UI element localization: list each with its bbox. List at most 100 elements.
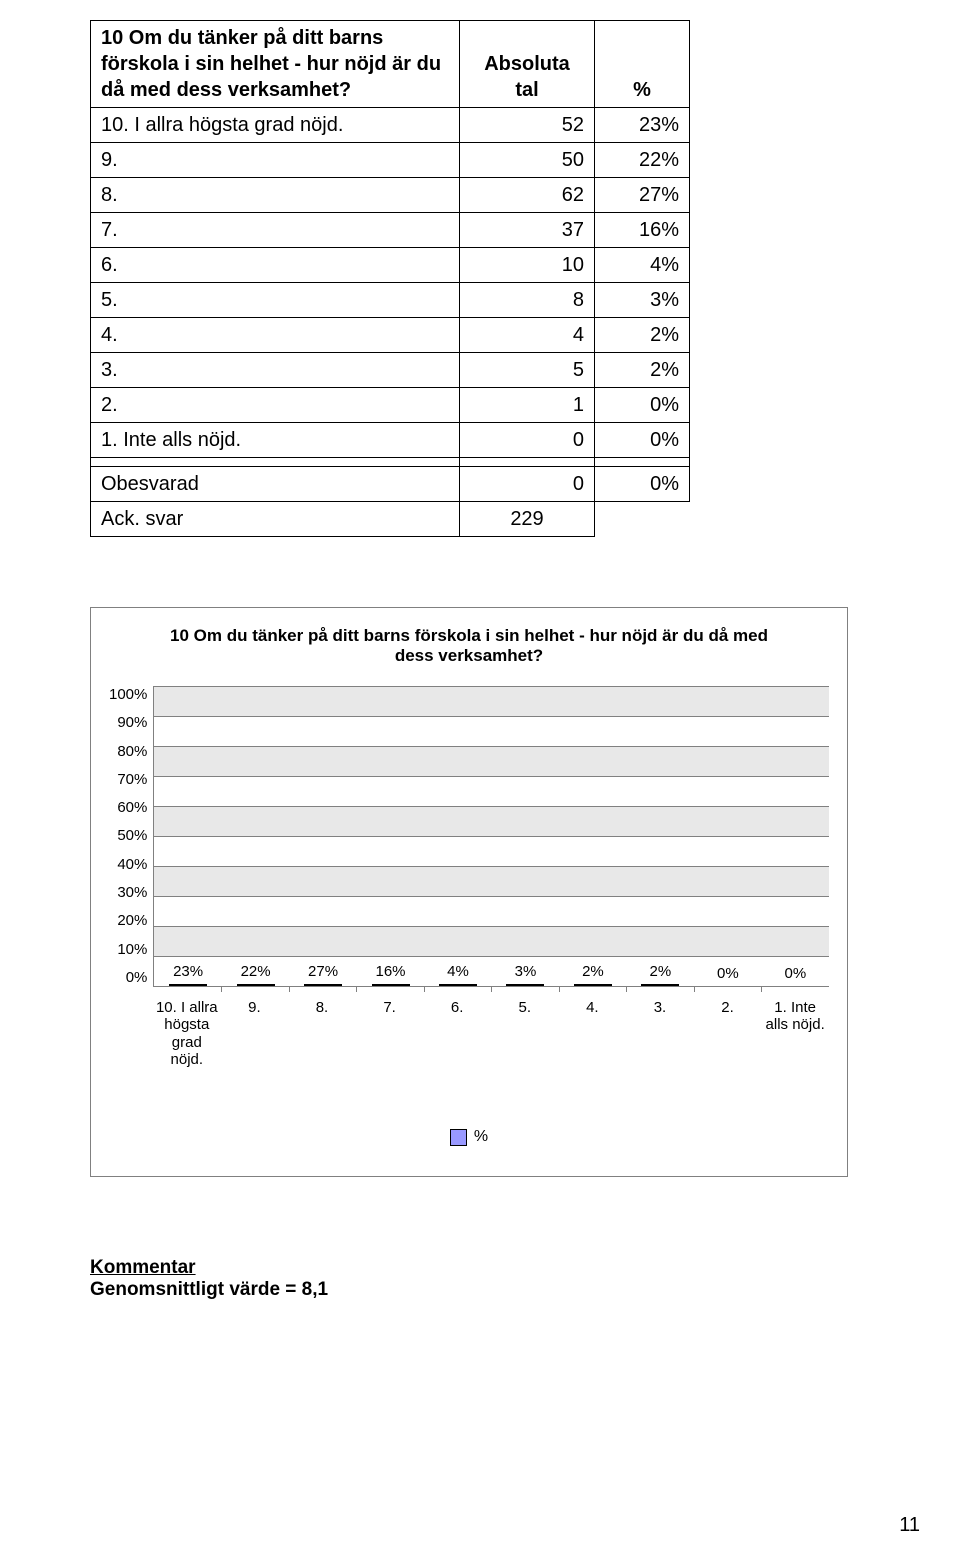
bar-slot: 4% (424, 963, 491, 986)
y-tick-label: 0% (126, 969, 148, 986)
table-row: 8.6227% (91, 178, 690, 213)
x-axis-label: 3. (626, 999, 694, 1068)
table-row: 1. Inte alls nöjd.00% (91, 423, 690, 458)
bar-slot: 0% (762, 965, 829, 986)
plot-area: 23% 22% 27% 16% 4% 3% 2% 2% 0% 0% (153, 686, 829, 987)
table-row: 5.83% (91, 283, 690, 318)
y-tick-label: 30% (117, 884, 147, 901)
table-row: 10. I allra högsta grad nöjd.5223% (91, 108, 690, 143)
bar-value-label: 4% (447, 963, 469, 980)
bar-slot: 23% (154, 963, 221, 986)
row-pct: 0% (595, 388, 690, 423)
bar-slot: 16% (357, 963, 424, 986)
bar-value-label: 27% (308, 963, 338, 980)
bar-slot: 2% (559, 963, 626, 986)
x-axis-label: 4. (559, 999, 627, 1068)
y-tick-label: 80% (117, 743, 147, 760)
row-abs: 10 (460, 248, 595, 283)
chart-plot: 100%90%80%70%60%50%40%30%20%10%0% 23%22%… (109, 686, 829, 987)
row-label: 1. Inte alls nöjd. (91, 423, 460, 458)
y-tick-label: 90% (117, 714, 147, 731)
x-axis-label: 10. I allra högsta grad nöjd. (153, 999, 221, 1068)
ack-label: Ack. svar (91, 502, 460, 537)
row-label: 2. (91, 388, 460, 423)
row-abs: 62 (460, 178, 595, 213)
col-header-pct: % (595, 21, 690, 108)
row-label: 5. (91, 283, 460, 318)
x-axis-labels: 10. I allra högsta grad nöjd.9.8.7.6.5.4… (153, 999, 829, 1068)
table-row: 6.104% (91, 248, 690, 283)
y-tick-label: 100% (109, 686, 147, 703)
x-tick-layer (154, 986, 829, 992)
x-tick (492, 986, 560, 992)
bar-layer: 23% 22% 27% 16% 4% 3% 2% 2% 0% 0% (154, 686, 829, 986)
row-pct: 27% (595, 178, 690, 213)
row-label: 8. (91, 178, 460, 213)
table-row: 4.42% (91, 318, 690, 353)
row-pct: 0% (595, 423, 690, 458)
obesvarad-pct: 0% (595, 467, 690, 502)
y-tick-label: 10% (117, 941, 147, 958)
y-axis: 100%90%80%70%60%50%40%30%20%10%0% (109, 686, 153, 986)
row-abs: 5 (460, 353, 595, 388)
row-label: 6. (91, 248, 460, 283)
bar-value-label: 0% (784, 965, 806, 982)
bar-value-label: 16% (376, 963, 406, 980)
y-tick-label: 60% (117, 799, 147, 816)
table-row: 2.10% (91, 388, 690, 423)
y-tick-label: 40% (117, 856, 147, 873)
bar-slot: 22% (222, 963, 289, 986)
legend-label: % (474, 1128, 488, 1146)
row-label: 4. (91, 318, 460, 353)
question-cell: 10 Om du tänker på ditt barns förskola i… (91, 21, 460, 108)
chart-title: 10 Om du tänker på ditt barns förskola i… (109, 626, 829, 666)
page: 10 Om du tänker på ditt barns förskola i… (0, 0, 960, 1551)
row-abs: 37 (460, 213, 595, 248)
x-tick (762, 986, 829, 992)
row-abs: 8 (460, 283, 595, 318)
row-pct: 2% (595, 318, 690, 353)
row-abs: 1 (460, 388, 595, 423)
x-axis-label: 1. Inte alls nöjd. (761, 999, 829, 1068)
page-number: 11 (899, 1514, 920, 1537)
row-abs: 4 (460, 318, 595, 353)
comment-block: Kommentar Genomsnittligt värde = 8,1 (90, 1257, 870, 1301)
table-row: 9.5022% (91, 143, 690, 178)
bar-value-label: 0% (717, 965, 739, 982)
x-tick (222, 986, 290, 992)
x-axis-label: 2. (694, 999, 762, 1068)
bar-value-label: 23% (173, 963, 203, 980)
row-pct: 22% (595, 143, 690, 178)
bar-value-label: 3% (515, 963, 537, 980)
bar-slot: 0% (694, 965, 761, 986)
x-axis-label: 8. (288, 999, 356, 1068)
bar-value-label: 2% (582, 963, 604, 980)
row-abs: 0 (460, 423, 595, 458)
obesvarad-abs: 0 (460, 467, 595, 502)
bar-slot: 27% (289, 963, 356, 986)
row-label: 3. (91, 353, 460, 388)
row-pct: 4% (595, 248, 690, 283)
table-row: 7.3716% (91, 213, 690, 248)
x-axis-label: 7. (356, 999, 424, 1068)
x-tick (290, 986, 358, 992)
ack-value: 229 (460, 502, 595, 537)
x-axis-label: 6. (423, 999, 491, 1068)
y-tick-label: 70% (117, 771, 147, 788)
obesvarad-label: Obesvarad (91, 467, 460, 502)
bar-value-label: 22% (241, 963, 271, 980)
bar-slot: 3% (492, 963, 559, 986)
comment-text: Genomsnittligt värde = 8,1 (90, 1279, 870, 1301)
row-pct: 3% (595, 283, 690, 318)
y-tick-label: 20% (117, 912, 147, 929)
row-pct: 2% (595, 353, 690, 388)
x-tick (357, 986, 425, 992)
survey-table: 10 Om du tänker på ditt barns förskola i… (90, 20, 690, 537)
bar-slot: 2% (627, 963, 694, 986)
x-tick (695, 986, 763, 992)
col-header-abs: Absoluta tal (460, 21, 595, 108)
x-tick (560, 986, 628, 992)
comment-heading: Kommentar (90, 1257, 870, 1279)
x-tick (627, 986, 695, 992)
row-pct: 23% (595, 108, 690, 143)
